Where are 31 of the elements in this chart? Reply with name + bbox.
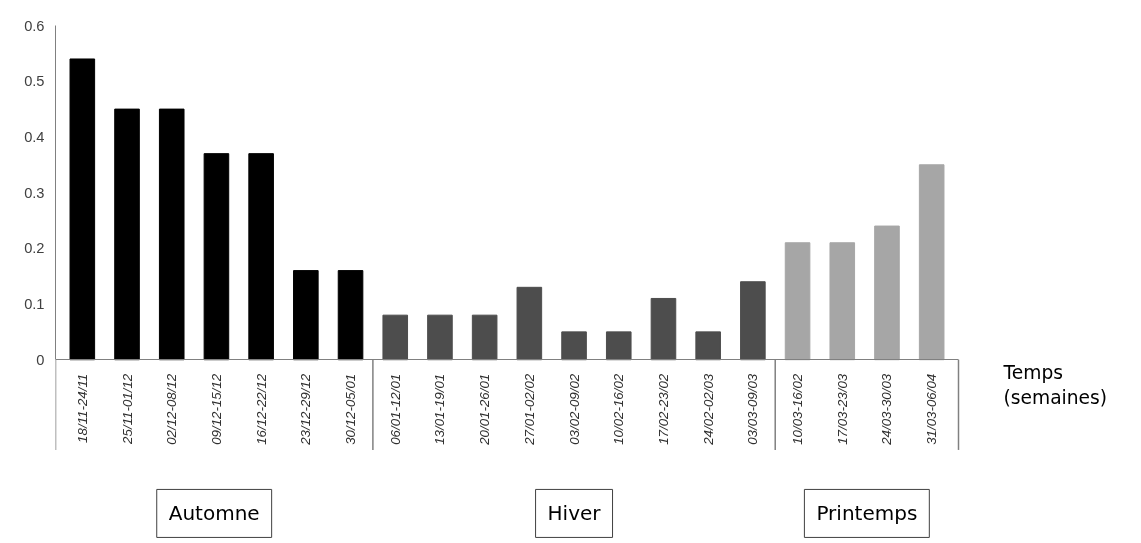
- x-tick-label: 06/01-12/01: [387, 373, 403, 445]
- text: Automne: [168, 501, 260, 526]
- y-tick-label: 0.4: [24, 128, 45, 145]
- y-tick-label: 0.2: [24, 240, 45, 257]
- x-tick-label: 09/12-15/12: [208, 373, 224, 445]
- x-tick-label: 18/11-24/11: [74, 373, 90, 443]
- x-tick-label: 31/03-06/04: [924, 373, 940, 445]
- y-tick-label: 0.5: [24, 73, 45, 90]
- x-tick-label: 10/03-16/02: [790, 373, 806, 445]
- text: Printemps: [816, 501, 918, 526]
- x-tick-label: 30/12-05/01: [343, 373, 359, 445]
- x-tick-label: 27/01-02/02: [521, 373, 537, 446]
- x-tick-label: 03/02-09/02: [566, 373, 582, 445]
- x-tick-label: 23/12-29/12: [298, 373, 314, 446]
- x-axis-title: Temps (semaines): [1002, 361, 1108, 408]
- y-tick-label: 0.1: [24, 296, 45, 313]
- x-tick-label: 24/03-30/03: [879, 373, 895, 446]
- x-tick-label: 13/01-19/01: [432, 373, 448, 445]
- x-tick-label: 25/11-01/12: [119, 373, 135, 445]
- y-tick-label: 0: [36, 351, 45, 368]
- x-tick-label: 10/02-16/02: [611, 373, 627, 445]
- x-tick-label: 03/03-09/03: [745, 373, 761, 445]
- y-tick-label: 0.3: [24, 184, 45, 201]
- y-tick-label: 0.6: [24, 17, 45, 34]
- x-tick-label: 20/01-26/01: [477, 373, 493, 446]
- x-tick-label: 17/03-23/03: [834, 373, 850, 445]
- x-tick-label: 02/12-08/12: [164, 373, 180, 445]
- text: Hiver: [547, 501, 602, 526]
- x-tick-label: 24/02-02/03: [700, 373, 716, 446]
- x-tick-label: 16/12-22/12: [253, 373, 269, 445]
- x-tick-label: 17/02-23/02: [655, 373, 671, 445]
